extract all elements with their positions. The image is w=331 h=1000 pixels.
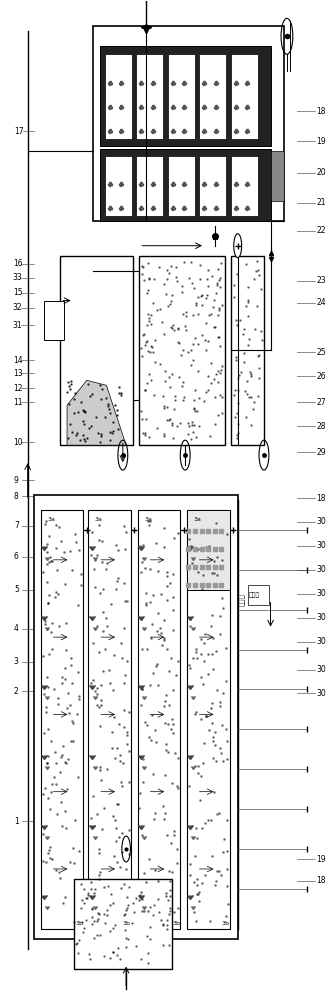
- Text: 25: 25: [316, 348, 326, 357]
- Text: 30: 30: [316, 589, 326, 598]
- Text: 3a: 3a: [95, 517, 103, 522]
- Text: 1: 1: [14, 817, 19, 826]
- Text: 32: 32: [13, 303, 23, 312]
- Bar: [270, 151, 284, 201]
- Text: 3b: 3b: [221, 921, 229, 926]
- Bar: [34, 495, 238, 939]
- Text: 22: 22: [316, 226, 326, 235]
- Text: 30: 30: [316, 517, 326, 526]
- Text: 23: 23: [316, 276, 326, 285]
- Text: 26: 26: [316, 372, 326, 381]
- Bar: [199, 54, 226, 139]
- Text: 30: 30: [316, 565, 326, 574]
- Bar: [100, 149, 270, 221]
- Text: 21: 21: [316, 198, 326, 207]
- Text: 17: 17: [15, 127, 24, 136]
- Bar: [41, 510, 83, 929]
- Text: 8: 8: [14, 492, 19, 501]
- Text: 30: 30: [316, 613, 326, 622]
- Text: 3b: 3b: [75, 921, 83, 926]
- Bar: [231, 256, 264, 445]
- Text: 18: 18: [316, 494, 326, 503]
- Polygon shape: [67, 380, 126, 445]
- Text: 30: 30: [316, 637, 326, 646]
- Text: 7: 7: [14, 521, 19, 530]
- Bar: [231, 156, 258, 216]
- Text: 18: 18: [316, 107, 326, 116]
- Text: 回流液: 回流液: [249, 592, 260, 598]
- Text: 6: 6: [14, 552, 19, 561]
- Text: 3b: 3b: [123, 921, 131, 926]
- Text: 10: 10: [13, 438, 23, 447]
- Text: 3a: 3a: [47, 517, 55, 522]
- Text: 19: 19: [316, 136, 326, 145]
- Bar: [73, 879, 172, 969]
- Bar: [105, 156, 132, 216]
- Bar: [187, 510, 229, 590]
- Text: 30: 30: [316, 689, 326, 698]
- Text: 5: 5: [14, 585, 19, 594]
- Text: 18: 18: [316, 876, 326, 885]
- Bar: [199, 156, 226, 216]
- Text: 14: 14: [13, 356, 23, 365]
- Text: 12: 12: [13, 384, 23, 393]
- Bar: [231, 54, 258, 139]
- Bar: [138, 510, 180, 929]
- Text: 13: 13: [13, 369, 23, 378]
- Bar: [88, 510, 131, 929]
- Text: 4: 4: [14, 624, 19, 633]
- Text: 19: 19: [316, 854, 326, 863]
- Bar: [168, 54, 195, 139]
- Text: 24: 24: [316, 298, 326, 307]
- Text: 3: 3: [14, 657, 19, 666]
- Bar: [168, 156, 195, 216]
- Text: 15: 15: [13, 288, 23, 297]
- Circle shape: [234, 234, 242, 258]
- Bar: [248, 585, 269, 605]
- Text: 28: 28: [316, 422, 326, 431]
- Bar: [44, 301, 64, 340]
- Text: 9: 9: [14, 476, 19, 485]
- Text: 11: 11: [13, 398, 23, 407]
- Text: 30: 30: [316, 665, 326, 674]
- Bar: [61, 256, 133, 445]
- Text: 20: 20: [316, 168, 326, 177]
- Bar: [139, 256, 224, 445]
- Bar: [100, 46, 270, 146]
- Text: 31: 31: [13, 321, 23, 330]
- Text: 29: 29: [316, 448, 326, 457]
- Text: 30: 30: [316, 541, 326, 550]
- Text: 2: 2: [14, 687, 19, 696]
- Bar: [93, 26, 284, 221]
- Text: 3a: 3a: [144, 517, 152, 522]
- Text: 回流液: 回流液: [238, 593, 244, 606]
- Bar: [136, 54, 163, 139]
- Text: 3a: 3a: [193, 517, 201, 522]
- Bar: [136, 156, 163, 216]
- Bar: [187, 510, 229, 929]
- Bar: [105, 54, 132, 139]
- Text: 3b: 3b: [172, 921, 180, 926]
- Text: 33: 33: [13, 273, 23, 282]
- Text: 16: 16: [13, 259, 23, 268]
- Text: 27: 27: [316, 398, 326, 407]
